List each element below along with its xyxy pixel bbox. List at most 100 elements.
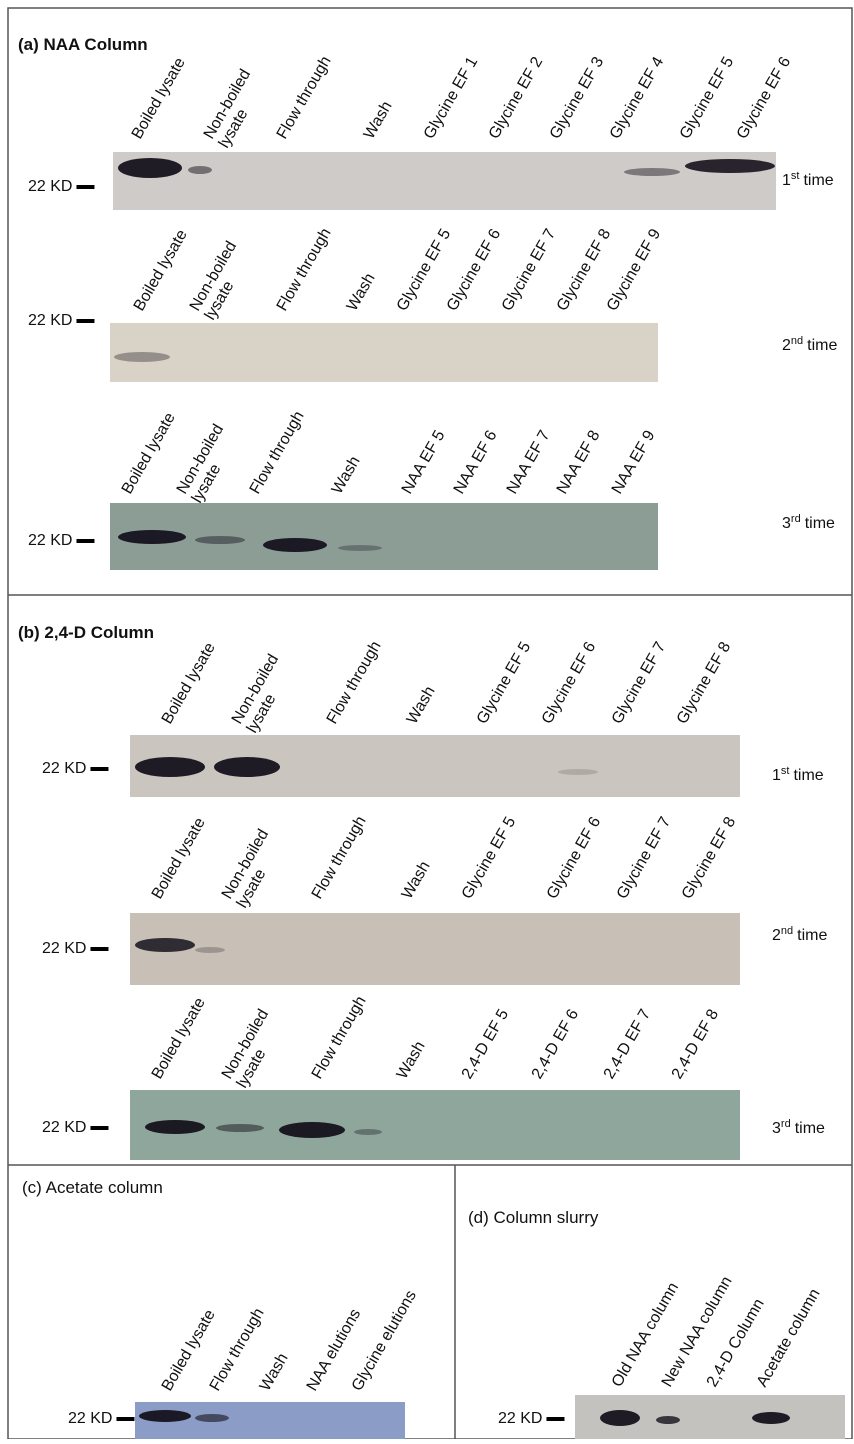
- marker-tick: [90, 947, 108, 951]
- band: [656, 1416, 680, 1424]
- marker-tick: [76, 319, 94, 323]
- lane-label: Glycine EF 7: [499, 226, 560, 314]
- band: [195, 947, 225, 953]
- time-word: time: [793, 767, 823, 784]
- lane-label: Wash: [404, 684, 439, 727]
- lane-label: NAA EF 5: [399, 428, 449, 497]
- time-ordinal: 1: [782, 172, 791, 189]
- lane-label: 2,4-D EF 8: [669, 1006, 722, 1082]
- time-word: time: [803, 172, 833, 189]
- lane-label: Wash: [361, 99, 396, 142]
- lane-label: 2,4-D EF 5: [459, 1006, 512, 1082]
- lane-label: Flow through: [309, 993, 370, 1082]
- time-suffix: nd: [791, 335, 803, 347]
- lane-label: Glycine EF 6: [444, 226, 505, 314]
- lane-label: 2,4-D EF 6: [529, 1006, 582, 1082]
- band: [279, 1122, 345, 1138]
- figure: (a) NAA Column (b) 2,4-D Column (c) Acet…: [0, 0, 854, 1439]
- lane-label: Wash: [394, 1039, 429, 1082]
- marker-label: 22 KD: [42, 760, 86, 777]
- time-suffix: nd: [781, 925, 793, 937]
- marker-tick: [90, 767, 108, 771]
- band: [118, 158, 182, 178]
- band: [600, 1410, 640, 1426]
- time-ordinal: 3: [782, 515, 791, 532]
- band: [145, 1120, 205, 1134]
- time-ordinal: 3: [772, 1120, 781, 1137]
- band: [195, 536, 245, 544]
- lane-label: Flow through: [324, 638, 385, 727]
- lane-label: Boiled lysate: [129, 55, 189, 142]
- panel-title: (a) NAA Column: [18, 35, 148, 54]
- band: [263, 538, 327, 552]
- band: [214, 757, 280, 777]
- band: [114, 352, 170, 362]
- lane-label: Boiled lysate: [131, 227, 191, 314]
- lane-label: Glycine elutions: [349, 1288, 420, 1394]
- marker-label: 22 KD: [68, 1410, 112, 1427]
- lane-label: Glycine EF 3: [547, 54, 608, 142]
- band: [135, 938, 195, 952]
- lane-label: Wash: [329, 454, 364, 497]
- band: [135, 757, 205, 777]
- band: [354, 1129, 382, 1135]
- marker-tick: [76, 539, 94, 543]
- lane-label: Glycine EF 8: [554, 226, 615, 314]
- lane-label: NAA EF 9: [609, 428, 659, 497]
- lane-label: NAA EF 6: [451, 428, 501, 497]
- lane-label: Glycine EF 1: [421, 54, 482, 142]
- blot: [110, 323, 658, 382]
- lane-label: Wash: [344, 271, 379, 314]
- time-suffix: rd: [781, 1118, 791, 1130]
- lane-label: Flow through: [274, 225, 335, 314]
- lane-label: Boiled lysate: [119, 410, 179, 497]
- band: [685, 159, 775, 173]
- lane-label: Boiled lysate: [159, 640, 219, 727]
- marker-tick: [90, 1126, 108, 1130]
- time-ordinal: 2: [772, 927, 781, 944]
- lane-label: Flow through: [309, 813, 370, 902]
- marker-tick: [546, 1417, 564, 1421]
- band: [338, 545, 382, 551]
- lane-label: Glycine EF 4: [607, 54, 668, 142]
- marker-label: 22 KD: [28, 178, 72, 195]
- band: [752, 1412, 790, 1424]
- time-word: time: [797, 927, 827, 944]
- band: [195, 1414, 229, 1422]
- time-suffix: rd: [791, 513, 801, 525]
- lane-label: 2,4-D EF 7: [601, 1006, 654, 1082]
- lane-label: Glycine EF 6: [544, 814, 605, 902]
- panel-title: (c) Acetate column: [22, 1178, 163, 1197]
- band: [139, 1410, 191, 1422]
- marker-tick: [116, 1417, 134, 1421]
- lane-label: Glycine EF 7: [614, 814, 675, 902]
- time-word: time: [807, 337, 837, 354]
- lane-label: Glycine EF 8: [679, 814, 740, 902]
- band: [188, 166, 212, 174]
- marker-label: 22 KD: [28, 532, 72, 549]
- lane-label: Acetate column: [754, 1286, 824, 1390]
- lane-label: Glycine EF 5: [394, 226, 455, 314]
- frame: [8, 8, 852, 1439]
- blot: [130, 1090, 740, 1160]
- lane-label: Glycine EF 5: [459, 814, 520, 902]
- lane-label: Wash: [257, 1351, 292, 1394]
- time-suffix: st: [781, 765, 790, 777]
- time-word: time: [805, 515, 835, 532]
- lane-label: NAA EF 8: [554, 428, 604, 497]
- time-ordinal: 2: [782, 337, 791, 354]
- lane-label: Glycine EF 7: [609, 639, 670, 727]
- marker-label: 22 KD: [42, 1119, 86, 1136]
- lane-label: Wash: [399, 859, 434, 902]
- lane-label: Boiled lysate: [149, 815, 209, 902]
- lane-label: Boiled lysate: [149, 995, 209, 1082]
- marker-label: 22 KD: [42, 940, 86, 957]
- time-word: time: [795, 1120, 825, 1137]
- lane-label: Glycine EF 6: [734, 54, 795, 142]
- panel-title: (b) 2,4-D Column: [18, 623, 154, 642]
